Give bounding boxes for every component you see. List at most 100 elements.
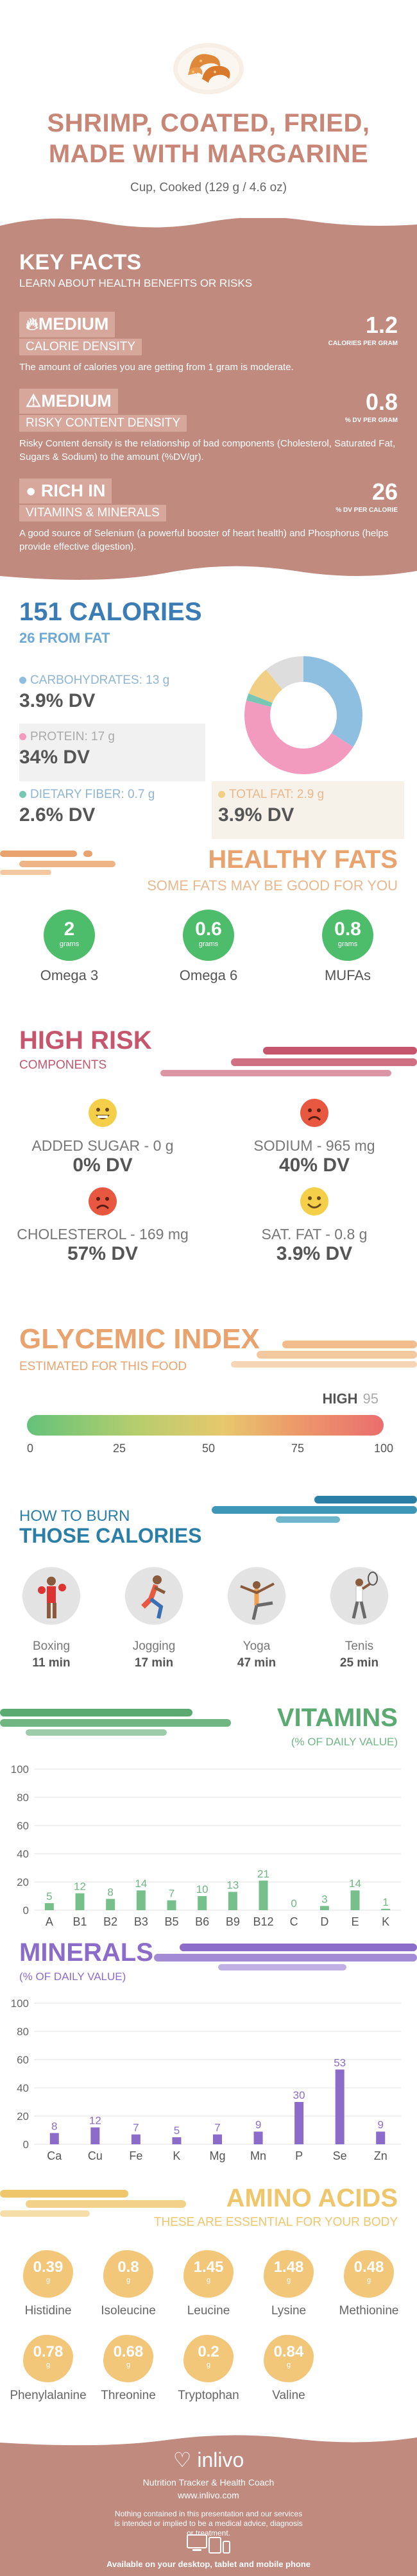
fact-unit: % DV PER CALORIE	[336, 507, 398, 514]
x-tick-label: Se	[333, 2149, 347, 2162]
bar-B6	[198, 1896, 207, 1910]
fact-unit: CALORIES PER GRAM	[328, 340, 398, 347]
bar-Fe	[131, 2134, 140, 2144]
amino-lysine: 1.48 g Lysine	[250, 2250, 327, 2318]
availability-note: Available on your desktop, tablet and mo…	[106, 2559, 311, 2569]
x-tick-label: B5	[164, 1915, 178, 1928]
x-tick-label: K	[382, 1915, 389, 1928]
x-tick-label: Ca	[47, 2149, 62, 2162]
amino-subtitle: THESE ARE ESSENTIAL FOR YOUR BODY	[153, 2216, 398, 2229]
calories-donut-chart	[244, 656, 362, 774]
data-label: 3	[321, 1893, 327, 1905]
title-line-1: SHRIMP, COATED, FRIED,	[47, 109, 370, 137]
data-label: 7	[169, 1888, 174, 1900]
glycemic-tick: 75	[291, 1442, 305, 1455]
x-tick-label: E	[351, 1915, 359, 1928]
data-label: 21	[257, 1868, 269, 1880]
carbs-dot	[19, 677, 26, 684]
smile-face-icon	[300, 1187, 328, 1216]
x-tick-label: D	[320, 1915, 328, 1928]
y-tick-label: 60	[17, 2054, 29, 2066]
y-tick-label: 100	[11, 1763, 29, 1775]
amino-isoleucine: 0.8 g Isoleucine	[90, 2250, 167, 2318]
activity-tennis: Tenis 25 min	[321, 1567, 398, 1670]
risk-added-sugar: ADDED SUGAR - 0 g 0% DV	[13, 1097, 192, 1176]
x-tick-label: B12	[253, 1915, 273, 1928]
bar-B9	[228, 1892, 237, 1910]
brand-logo[interactable]: ♡ inlivo	[173, 2448, 244, 2471]
bar-B12	[259, 1880, 268, 1910]
fact-description: A good source of Selenium (a powerful bo…	[19, 528, 389, 552]
x-tick-label: C	[290, 1915, 298, 1928]
data-label: 14	[135, 1877, 147, 1890]
amino-histidine: 0.39 g Histidine	[10, 2250, 87, 2318]
stripe-decoration	[0, 1709, 231, 1736]
key-facts-section: KEY FACTS LEARN ABOUT HEALTH BENEFITS OR…	[0, 213, 417, 558]
glycemic-index-section: GLYCEMIC INDEX ESTIMATED FOR THIS FOOD H…	[0, 1301, 417, 1487]
bar-P	[294, 2102, 304, 2144]
data-label: 0	[291, 1897, 296, 1910]
data-label: 7	[133, 2122, 139, 2134]
fat-mufas: 0.8 grams MUFAs	[312, 910, 383, 984]
amino-title: AMINO ACIDS	[226, 2184, 398, 2212]
amino-badge: 0.68 g	[103, 2335, 153, 2382]
amino-badge: 1.48 g	[264, 2250, 314, 2298]
glycemic-title: GLYCEMIC INDEX	[19, 1323, 260, 1355]
wave-divider	[0, 213, 417, 228]
bar-A	[44, 1903, 54, 1910]
fact-vitamins-minerals: ● RICH IN VITAMINS & MINERALS 26 % DV PE…	[19, 479, 398, 554]
flame-icon: 🔥︎	[26, 314, 38, 334]
calories-section: 151 CALORIES 26 FROM FAT CARBOHYDRATES: …	[0, 557, 417, 853]
x-tick-label: A	[46, 1915, 53, 1928]
fact-level-badge: ● RICH IN	[19, 479, 112, 504]
disclaimer: Nothing contained in this presentation a…	[114, 2509, 303, 2538]
fact-unit: % DV PER GRAM	[345, 417, 398, 424]
x-tick-label: B3	[134, 1915, 148, 1928]
x-tick-label: B6	[195, 1915, 209, 1928]
fact-value: 0.8	[365, 389, 398, 415]
jogging-icon	[125, 1567, 183, 1625]
page-title: SHRIMP, COATED, FRIED, MADE WITH MARGARI…	[0, 108, 417, 169]
fact-description: Risky Content density is the relationshi…	[19, 438, 396, 462]
glycemic-tick: 50	[201, 1442, 216, 1455]
stripe-decoration	[231, 1341, 417, 1368]
data-label: 8	[51, 2120, 57, 2132]
high-risk-section: HIGH RISK COMPONENTS ADDED SUGAR - 0 g 0…	[0, 1012, 417, 1301]
stripe-decoration	[212, 1496, 417, 1523]
key-facts-title: KEY FACTS	[19, 250, 142, 275]
amino-threonine: 0.68 g Threonine	[90, 2335, 167, 2403]
bar-K	[381, 1908, 391, 1910]
minerals-section: MINERALS (% OF DAILY VALUE) 0 20 40 60 80 100…	[0, 1936, 417, 2174]
glycemic-tick: 25	[112, 1442, 126, 1455]
amino-phenylalanine: 0.78 g Phenylalanine	[10, 2335, 87, 2403]
y-tick-label: 60	[17, 1820, 29, 1832]
minerals-bar-chart: 0 20 40 60 80 100 8 Ca 12 Cu 7 Fe 5 K 7 Mg 9 Mn 30 P 53 Se 9 Zn	[11, 1997, 401, 2162]
wave-divider	[0, 2430, 417, 2446]
brand-url[interactable]: www.inlivo.com	[178, 2490, 239, 2500]
footer: ♡ inlivo Nutrition Tracker & Health Coac…	[0, 2430, 417, 2576]
apple-icon: ●	[26, 481, 37, 500]
healthy-fats-title: HEALTHY FATS	[208, 845, 398, 874]
macro-value: 3.9% DV	[19, 690, 96, 711]
x-tick-label: P	[295, 2149, 303, 2162]
data-label: 5	[46, 1890, 52, 1902]
fact-name: RISKY CONTENT DENSITY	[19, 415, 187, 432]
header-section: SHRIMP, COATED, FRIED, MADE WITH MARGARI…	[0, 0, 417, 218]
activity-yoga: Yoga 47 min	[218, 1567, 295, 1670]
protein-dot	[19, 733, 26, 740]
fat-badge: 0.8 grams	[322, 910, 373, 961]
amino-methionine: 0.48 g Methionine	[330, 2250, 407, 2318]
data-label: 14	[349, 1877, 361, 1890]
amino-badge: 0.78 g	[23, 2335, 73, 2382]
amino-valine: 0.84 g Valine	[250, 2335, 327, 2403]
yoga-icon	[228, 1567, 285, 1625]
y-tick-label: 80	[17, 1792, 29, 1804]
macro-fat: TOTAL FAT: 2.9 g 3.9% DV	[212, 781, 404, 839]
amino-badge: 0.48 g	[344, 2250, 394, 2298]
data-label: 5	[174, 2124, 180, 2137]
data-label: 53	[334, 2056, 346, 2069]
donut-slice-protein	[244, 656, 362, 774]
data-label: 9	[255, 2119, 261, 2131]
minerals-title: MINERALS	[19, 1938, 153, 1967]
